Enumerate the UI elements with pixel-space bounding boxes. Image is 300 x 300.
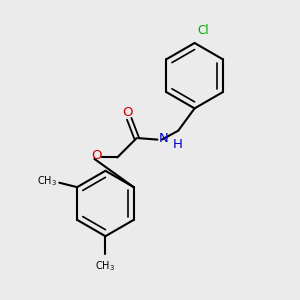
Text: CH$_3$: CH$_3$ — [95, 260, 116, 273]
Text: O: O — [122, 106, 133, 119]
Text: N: N — [158, 132, 168, 145]
Text: CH$_3$: CH$_3$ — [37, 174, 57, 188]
Text: O: O — [91, 149, 102, 162]
Text: H: H — [172, 138, 182, 151]
Text: Cl: Cl — [198, 24, 209, 37]
